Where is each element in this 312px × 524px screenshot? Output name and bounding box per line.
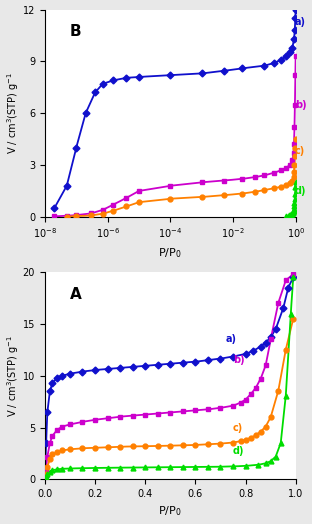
Text: b): b) (295, 100, 306, 110)
Text: c): c) (295, 146, 305, 156)
Text: a): a) (295, 17, 306, 27)
Text: B: B (70, 24, 81, 39)
X-axis label: P/P$_0$: P/P$_0$ (158, 246, 182, 260)
X-axis label: P/P$_0$: P/P$_0$ (158, 505, 182, 518)
Y-axis label: V / cm$^3$(STP) g$^{-1}$: V / cm$^3$(STP) g$^{-1}$ (6, 72, 21, 154)
Text: b): b) (233, 355, 245, 365)
Text: c): c) (233, 422, 243, 432)
Text: d): d) (295, 186, 306, 196)
Text: a): a) (226, 334, 236, 344)
Text: d): d) (233, 446, 245, 456)
Text: A: A (70, 287, 82, 302)
Y-axis label: V / cm$^3$(STP) g$^{-1}$: V / cm$^3$(STP) g$^{-1}$ (6, 335, 21, 417)
